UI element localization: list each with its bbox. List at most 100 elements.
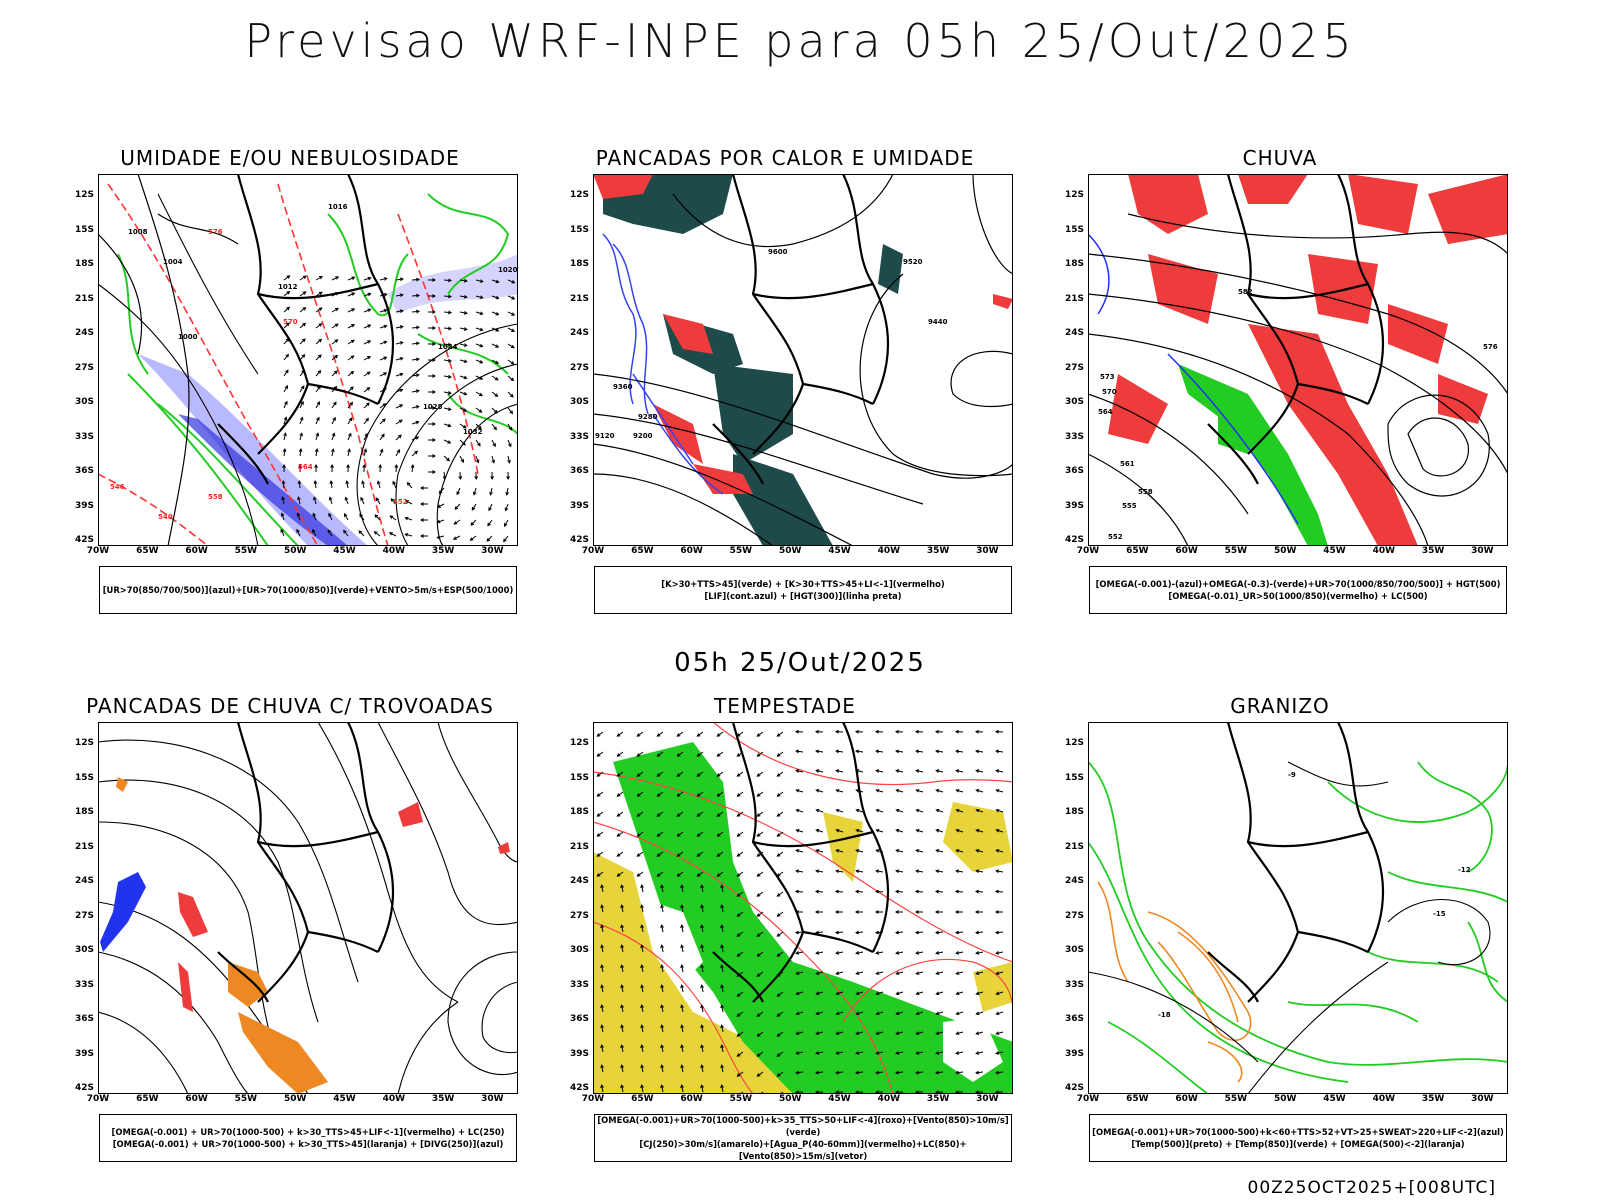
wind-vector xyxy=(641,945,644,953)
wind-vector-head xyxy=(490,476,495,481)
wind-vector-head xyxy=(700,1084,704,1089)
map-tempestade xyxy=(593,722,1013,1094)
wind-vector-head xyxy=(415,436,420,440)
wind-vector-head xyxy=(716,733,721,737)
wind-vector-head xyxy=(935,1011,940,1016)
wind-vector-head xyxy=(600,1064,604,1069)
wind-vector-head xyxy=(600,964,604,969)
wind-vector xyxy=(331,370,338,377)
wind-vector-head xyxy=(366,371,371,376)
wind-vector xyxy=(507,375,514,381)
wind-vector-head xyxy=(935,849,940,853)
wind-vector-head xyxy=(776,1053,781,1057)
wind-vector xyxy=(737,791,744,797)
wind-vector-head xyxy=(616,813,621,817)
wind-vector xyxy=(701,965,704,973)
wind-vector xyxy=(443,359,452,362)
wind-vector-head xyxy=(656,873,661,877)
wind-vector-head xyxy=(620,1064,624,1069)
wind-vector-head xyxy=(640,1084,644,1089)
wind-vector-head xyxy=(494,376,499,381)
wind-vector-head xyxy=(935,991,940,996)
wind-vector-head xyxy=(510,361,515,365)
wind-vector-head xyxy=(383,372,388,376)
longitude-tick-label: 70W xyxy=(86,1094,110,1104)
wind-vector-head xyxy=(300,385,305,390)
wind-vector-head xyxy=(955,808,960,813)
wind-vector xyxy=(697,751,704,757)
wind-vector xyxy=(681,1085,684,1093)
wind-vector xyxy=(677,751,684,757)
wind-vector-head xyxy=(814,910,819,914)
wind-vector xyxy=(315,433,319,441)
wind-vector xyxy=(405,517,413,521)
wind-vector-head xyxy=(975,869,980,874)
wind-vector-head xyxy=(835,849,840,853)
wind-vector xyxy=(315,386,321,393)
wind-vector xyxy=(459,327,467,330)
wind-vector-head xyxy=(415,357,420,362)
wind-vector xyxy=(856,1051,864,1054)
wind-vector xyxy=(996,1051,1004,1054)
wind-vector-head xyxy=(399,356,404,361)
wind-vector-head xyxy=(351,292,356,296)
wind-vector xyxy=(916,1051,924,1054)
wind-vector xyxy=(299,448,302,457)
wind-vector-head xyxy=(676,753,681,757)
wind-vector xyxy=(621,925,624,933)
wind-vector xyxy=(621,905,624,913)
wind-vector-head xyxy=(448,310,453,315)
wind-vector-head xyxy=(328,496,333,501)
wind-vector xyxy=(936,769,944,773)
height-label: 9440 xyxy=(928,318,948,326)
wind-vector xyxy=(816,971,824,975)
wind-vector xyxy=(375,497,381,505)
wind-vector-head xyxy=(776,933,781,937)
wind-vector xyxy=(411,405,419,409)
latitude-tick-label: 15S xyxy=(74,772,94,783)
wind-vector-head xyxy=(814,889,819,894)
wind-vector-head xyxy=(447,391,452,395)
panel-legend: [K>30+TTS>45](verde) + [K>30+TTS>45+LI<-… xyxy=(594,566,1012,614)
wind-vector xyxy=(347,386,354,393)
wind-vector xyxy=(395,326,403,329)
wind-vector-head xyxy=(419,518,424,522)
wind-vector xyxy=(471,503,477,511)
wind-vector-head xyxy=(854,910,859,914)
latitude-tick-label: 39S xyxy=(569,1048,589,1059)
wind-vector-head xyxy=(736,1073,741,1077)
legend-line: [OMEGA(-0.001) + UR>70(1000-500) + k>30_… xyxy=(111,1127,505,1137)
wind-vector-head xyxy=(376,480,381,485)
height-label: 9360 xyxy=(613,383,633,391)
wind-vector xyxy=(701,1085,704,1093)
wind-vector xyxy=(717,731,724,737)
latitude-tick-label: 33S xyxy=(569,431,589,442)
wind-vector-head xyxy=(955,769,960,773)
wind-vector-head xyxy=(955,971,960,975)
wind-vector xyxy=(717,871,724,877)
wind-vector-head xyxy=(636,793,641,797)
wind-vector-head xyxy=(935,769,940,773)
wind-vector-head xyxy=(616,733,621,737)
wind-vector xyxy=(331,433,335,441)
wind-vector xyxy=(347,433,352,441)
wind-vector-head xyxy=(875,1031,880,1036)
wind-vector-head xyxy=(776,753,781,757)
wind-vector xyxy=(363,324,371,329)
wind-vector xyxy=(503,535,509,542)
wind-vector xyxy=(836,849,844,853)
wind-vector xyxy=(916,870,924,873)
panel-legend: [OMEGA(-0.001)-(azul)+OMEGA(-0.3)-(verde… xyxy=(1089,566,1507,614)
wind-vector-head xyxy=(404,533,409,537)
wind-vector-head xyxy=(795,1070,800,1075)
wind-vector-head xyxy=(383,356,388,360)
wind-vector-head xyxy=(415,420,420,425)
wind-vector-head xyxy=(301,353,306,358)
wind-vector-head xyxy=(660,1064,664,1069)
wind-vector xyxy=(491,295,499,299)
wind-vector xyxy=(996,849,1004,853)
wind-vector-head xyxy=(389,515,394,519)
wind-vector-head xyxy=(636,733,641,737)
latitude-tick-label: 36S xyxy=(1064,466,1084,476)
wind-vector-head xyxy=(333,401,337,406)
